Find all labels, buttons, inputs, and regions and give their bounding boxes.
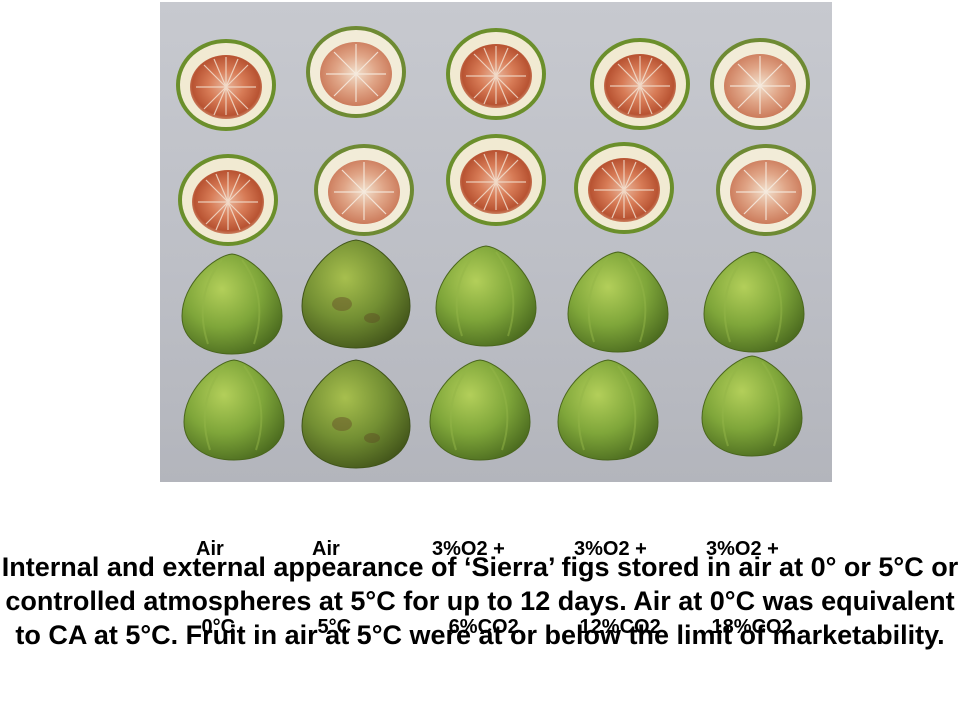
fig-whole-air-0c-top bbox=[181, 253, 283, 355]
treatment-label-line1: 3%O2 + bbox=[706, 538, 779, 560]
fig-whole-18co2-bottom bbox=[701, 355, 803, 457]
treatment-label-air-5c: Air 5°C bbox=[312, 484, 351, 666]
fig-cut-air-5c-top bbox=[305, 25, 407, 119]
fig-whole-air-0c-bottom bbox=[183, 359, 285, 461]
fig-cut-6co2-bottom bbox=[445, 133, 547, 227]
fig-cut-6co2-top bbox=[445, 27, 547, 121]
treatment-label-18co2: 3%O2 + 18%CO2 bbox=[706, 484, 793, 666]
treatment-label-line2: 0°C bbox=[196, 616, 236, 638]
fig-whole-6co2-top bbox=[435, 245, 537, 347]
fig-whole-12co2-bottom bbox=[557, 359, 659, 461]
treatment-label-line1: 3%O2 + bbox=[574, 538, 647, 560]
fig-whole-18co2-top bbox=[703, 251, 805, 353]
fig-cut-12co2-top bbox=[589, 37, 691, 131]
treatment-label-line2: 6%CO2 bbox=[432, 616, 519, 638]
figure-caption: Internal and external appearance of ‘Sie… bbox=[1, 552, 959, 650]
treatment-label-line1: Air bbox=[312, 538, 340, 560]
fig-whole-air-5c-bottom bbox=[301, 359, 411, 469]
treatment-label-6co2: 3%O2 + 6%CO2 bbox=[432, 484, 519, 666]
fig-cut-air-0c-bottom bbox=[177, 153, 279, 247]
fig-cut-air-0c-top bbox=[175, 38, 277, 132]
fig-cut-18co2-top bbox=[709, 37, 811, 131]
fig-whole-air-5c-top bbox=[301, 239, 411, 349]
fig-cut-18co2-bottom bbox=[715, 143, 817, 237]
treatment-label-line1: Air bbox=[196, 538, 224, 560]
treatment-label-line2: 18%CO2 bbox=[706, 616, 793, 638]
treatment-label-air-0c: Air 0°C bbox=[196, 484, 235, 666]
treatment-label-line2: 12%CO2 bbox=[574, 616, 661, 638]
fig-cut-air-5c-bottom bbox=[313, 143, 415, 237]
treatment-label-line1: 3%O2 + bbox=[432, 538, 505, 560]
treatment-label-12co2: 3%O2 + 12%CO2 bbox=[574, 484, 661, 666]
fig-whole-6co2-bottom bbox=[429, 359, 531, 461]
fig-photo bbox=[160, 2, 832, 482]
fig-cut-12co2-bottom bbox=[573, 141, 675, 235]
fig-whole-12co2-top bbox=[567, 251, 669, 353]
treatment-label-line2: 5°C bbox=[312, 616, 352, 638]
